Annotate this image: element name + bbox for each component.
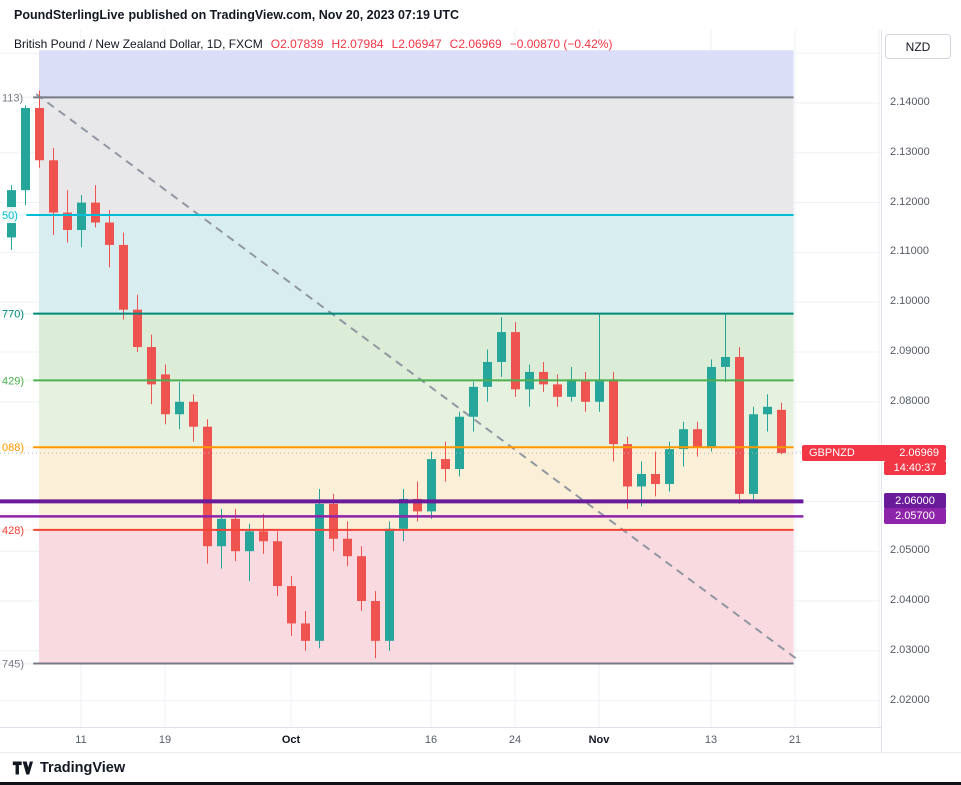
footer: TradingView [0, 752, 961, 783]
bottom-border [0, 782, 961, 785]
price-tick: 2.02000 [890, 693, 930, 706]
level-label: 745) [2, 658, 24, 670]
level-label: 088) [2, 442, 24, 454]
currency-toggle-button[interactable]: NZD [885, 34, 951, 59]
time-label: 24 [508, 734, 522, 746]
time-label: Nov [588, 734, 610, 746]
price-tick: 2.14000 [890, 96, 930, 108]
time-label: Oct [281, 734, 301, 746]
price-tick: 2.05000 [890, 544, 930, 557]
ohlc-high: H2.07984 [331, 37, 384, 51]
publisher-name: PoundSterlingLive [14, 8, 125, 22]
level-label: 770) [2, 309, 24, 321]
time-label: 13 [704, 734, 718, 746]
tradingview-wordmark[interactable]: TradingView [40, 760, 126, 776]
price-tick: 2.11000 [890, 245, 929, 258]
price-tick: 2.09000 [890, 345, 930, 357]
change-value: −0.00870 (−0.42%) [509, 37, 613, 51]
price-tick: 2.12000 [890, 195, 930, 208]
symbol-title: British Pound / New Zealand Dollar, 1D, … [14, 37, 263, 51]
time-label: 16 [424, 734, 438, 746]
attribution-header: PoundSterlingLive published on TradingVi… [0, 0, 961, 30]
price-levels: 113) 50) 770) 429) 088) 428) 745) [0, 89, 804, 672]
time-axis[interactable]: 11 19 Oct 16 24 Nov 13 21 [0, 727, 881, 753]
price-tick: 2.13000 [890, 145, 930, 158]
chart-legend: British Pound / New Zealand Dollar, 1D, … [14, 37, 612, 51]
ohlc-close: C2.06969 [449, 37, 502, 51]
tradingview-logo-icon[interactable] [12, 759, 33, 777]
level-label: 429) [2, 375, 24, 387]
price-axis[interactable]: NZD 2.14000 2.13000 2.12000 2.11000 2.10000 2… [881, 30, 961, 752]
price-chart-canvas[interactable]: 113) 50) 770) 429) 088) 428) 745) [0, 30, 881, 727]
time-label: 19 [158, 734, 172, 746]
price-tick: 2.10000 [890, 295, 930, 308]
level-label: 113) [2, 92, 23, 104]
price-tick: 2.03000 [890, 643, 930, 656]
level-label: 428) [2, 525, 24, 537]
time-label: 21 [788, 734, 802, 746]
publish-info: published on TradingView.com, Nov 20, 20… [128, 8, 460, 22]
ohlc-open: O2.07839 [270, 37, 324, 51]
price-tick: 2.08000 [890, 394, 930, 407]
ohlc-low: L2.06947 [391, 37, 442, 51]
chart-area[interactable]: 113) 50) 770) 429) 088) 428) 745) British Poun… [0, 30, 881, 727]
price-tick: 2.04000 [890, 594, 930, 606]
level-label: 50) [2, 210, 18, 222]
trendline[interactable] [35, 93, 799, 661]
time-label: 11 [75, 734, 87, 746]
